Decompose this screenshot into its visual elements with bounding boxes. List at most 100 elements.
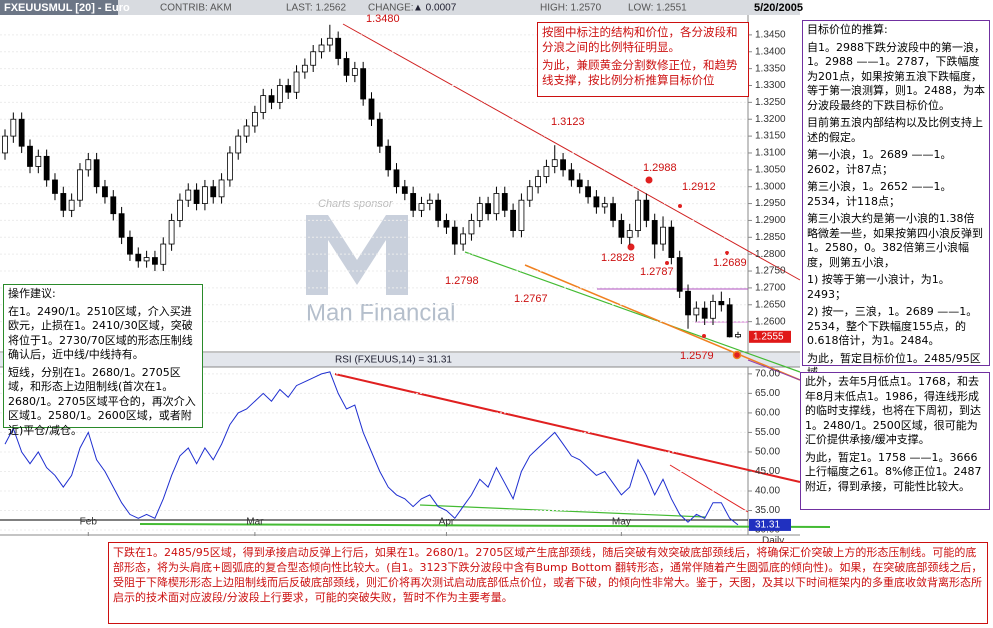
candle-body [451,226,458,245]
y-tick-label: 60.00 [755,408,780,419]
y-tick-label: 1.2900 [755,215,786,226]
y-tick-label: 1.2650 [755,299,786,310]
y-tick-label: 1.3200 [755,114,786,125]
candle-body [202,186,208,204]
y-tick-label: 1.3150 [755,131,786,142]
price-annotation: 1.2988 [643,162,677,174]
candle-body [651,220,658,245]
candle-body [168,220,175,245]
candle-body [618,220,625,238]
x-tick-label: May [612,517,631,528]
price-annotation: 1.2798 [445,275,479,287]
candle-body [326,37,333,46]
price-annotation: 1.2767 [514,293,548,305]
candle-body [193,189,200,204]
candle-body [351,68,358,76]
note-text: 目前第五浪内部结构以及比例支持上述的假定。 [807,116,983,144]
candle-body [185,189,192,201]
candle-body [276,85,283,103]
price-annotation: 1.2787 [640,266,674,278]
y-tick-label: 1.2700 [755,283,786,294]
candle-body [593,196,600,208]
y-tick-label: 1.2950 [755,198,786,209]
y-tick-label: 1.3000 [755,181,786,192]
candle-body [260,95,267,113]
price-marker [749,330,791,343]
candle-body [35,155,42,167]
note-text: 第三小浪，1。2652 ——1。2534，计118点； [807,180,952,208]
chart-title: FXEUUSMUL [20] - Euro [4,2,130,14]
axis-note: Daily [762,536,784,547]
candle-body [52,179,58,194]
y-tick-label: 55.00 [755,427,780,438]
candle-body [485,203,492,215]
candle-body [576,179,583,188]
note-text: 自1。2988下跌分波段中的第一浪，1。2988 ——1。2787，下跌幅度为2… [807,40,985,112]
candle-body [226,152,233,181]
y-tick-label: 1.3050 [755,164,786,175]
candle-body [493,193,500,215]
candle-body [626,230,633,238]
candle-body [235,135,242,154]
candle-body [218,179,225,198]
y-tick-label: 35.00 [755,505,780,516]
price-annotation: 1.2689 [713,257,747,269]
price-annotation: 1.3480 [366,13,400,25]
candle-body [251,112,258,127]
candle-body [43,155,50,181]
candle-body [268,95,275,103]
note-text: 为此，兼顾黄金分割数修正位，和趋势线支撑，按比例分析推算目标价位 [542,58,738,87]
header-change-label: CHANGE: [368,3,414,14]
candle-body [660,226,666,245]
candle-body [68,199,75,211]
watermark-brand: Man Financial [306,299,455,326]
note-text: 短线，分别在1。2680/1。2705区域，和形态上边阻制线(首次在1。2680… [8,365,196,437]
candle-body [676,257,683,292]
note-text: 第三小浪大约是第一小浪的1.38倍略微差一些，如果按第四小浪反弹到1。2580，… [807,212,983,269]
candle-body [710,300,716,319]
candle-body [10,118,17,137]
note-text: 第一小浪，1。2689 ——1。2602，计87点； [807,148,952,176]
candle-body [685,290,691,316]
header-last: LAST: 1.2562 [286,3,346,14]
note-text: 操作建议: [8,287,56,300]
last-value-box [749,518,791,531]
candle-body [376,118,383,147]
candle-body [318,44,325,53]
candle-body [177,199,183,221]
candle-body [643,199,650,221]
price-marker-label: 1.2555 [753,331,784,342]
y-tick-label: 45.00 [755,466,780,477]
candle-body [443,220,450,228]
note-text: 在1。2490/1。2510区域，介入买进欧元，止损在1。2410/30区域，突… [8,304,193,362]
note-operation: 操作建议: 在1。2490/1。2510区域，介入买进欧元，止损在1。2410/3… [3,284,203,437]
candle-body [102,186,108,198]
candle-body [335,37,342,59]
price-annotation: 1.2912 [682,181,716,193]
candle-body [735,334,741,338]
note-text: 目标价位的推算: [807,23,888,36]
candle-body [635,199,641,231]
candle-body [460,233,467,245]
candle-body [726,304,733,338]
candle-body [476,203,483,221]
candle-body [426,199,433,204]
trend-lines [0,23,831,528]
candle-body [518,199,525,231]
candle-body [551,159,558,167]
candle-body [2,135,8,154]
candle-body [543,166,550,177]
header-date: 5/20/2005 [754,2,803,14]
candle-body [143,257,150,262]
note-top: 按图中标注的结构和价位，各分波段和分浪之间的比例特征明显。 为此，兼顾黄金分割数… [537,22,749,97]
x-tick-label: Feb [80,517,98,528]
header-contrib: CONTRIB: AKM [160,3,232,14]
note-support: 此外，去年5月低点1。1768，和去年8月末低点1。1986，得连线形成的临时支… [800,372,990,510]
candle-body [718,300,725,306]
y-tick-label: 70.00 [755,368,780,379]
candle-body [343,58,350,76]
candle-body [418,203,425,211]
candle-body [560,159,566,171]
candle-body [285,85,292,93]
